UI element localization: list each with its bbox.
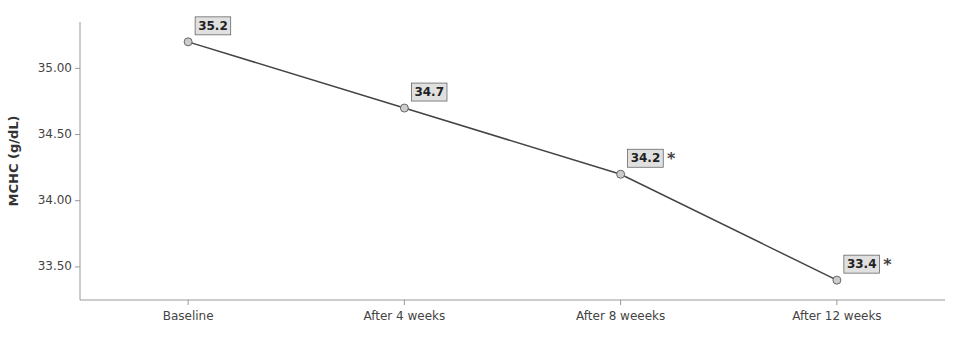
y-axis-line: [80, 22, 81, 300]
y-tick-label: 33.50: [38, 259, 72, 273]
x-axis-line: [80, 300, 945, 301]
y-tick: [75, 134, 80, 135]
x-tick: [404, 300, 405, 305]
data-label-group: 35.2: [195, 17, 231, 35]
y-tick-label: 34.00: [38, 193, 72, 207]
y-tick: [75, 68, 80, 69]
data-label: 33.4: [847, 257, 877, 271]
marker: [400, 104, 408, 112]
data-label-box: [844, 255, 880, 273]
marker: [833, 276, 841, 284]
x-tick-label: Baseline: [163, 309, 214, 323]
x-tick: [620, 300, 621, 305]
x-tick: [836, 300, 837, 305]
y-tick-label: 35.00: [38, 61, 72, 75]
marker: [617, 170, 625, 178]
y-axis-label: MCHC (g/dL): [6, 116, 21, 207]
x-tick-label: After 4 weeks: [363, 309, 445, 323]
x-tick-label: After 8 weeeks: [576, 309, 665, 323]
data-label: 34.7: [414, 85, 444, 99]
data-label-box: [411, 83, 447, 101]
y-tick-label: 34.50: [38, 127, 72, 141]
data-label: 34.2: [631, 151, 661, 165]
y-tick: [75, 200, 80, 201]
data-label: 35.2: [198, 19, 228, 33]
data-label-group: 34.2: [628, 149, 664, 167]
x-tick: [188, 300, 189, 305]
marker: [184, 38, 192, 46]
plot-area: [184, 38, 841, 284]
line: [188, 42, 837, 280]
data-label-box: [195, 17, 231, 35]
chart: 33.50 34.00 34.50 35.00 Baseline After 4 week…: [0, 0, 965, 338]
data-label-group: 34.7: [411, 83, 447, 101]
x-tick-label: After 12 weeks: [792, 309, 882, 323]
y-tick: [75, 266, 80, 267]
data-label-group: 33.4: [844, 255, 880, 273]
annotation: *: [883, 255, 892, 274]
annotation: *: [667, 149, 676, 168]
data-label-box: [628, 149, 664, 167]
